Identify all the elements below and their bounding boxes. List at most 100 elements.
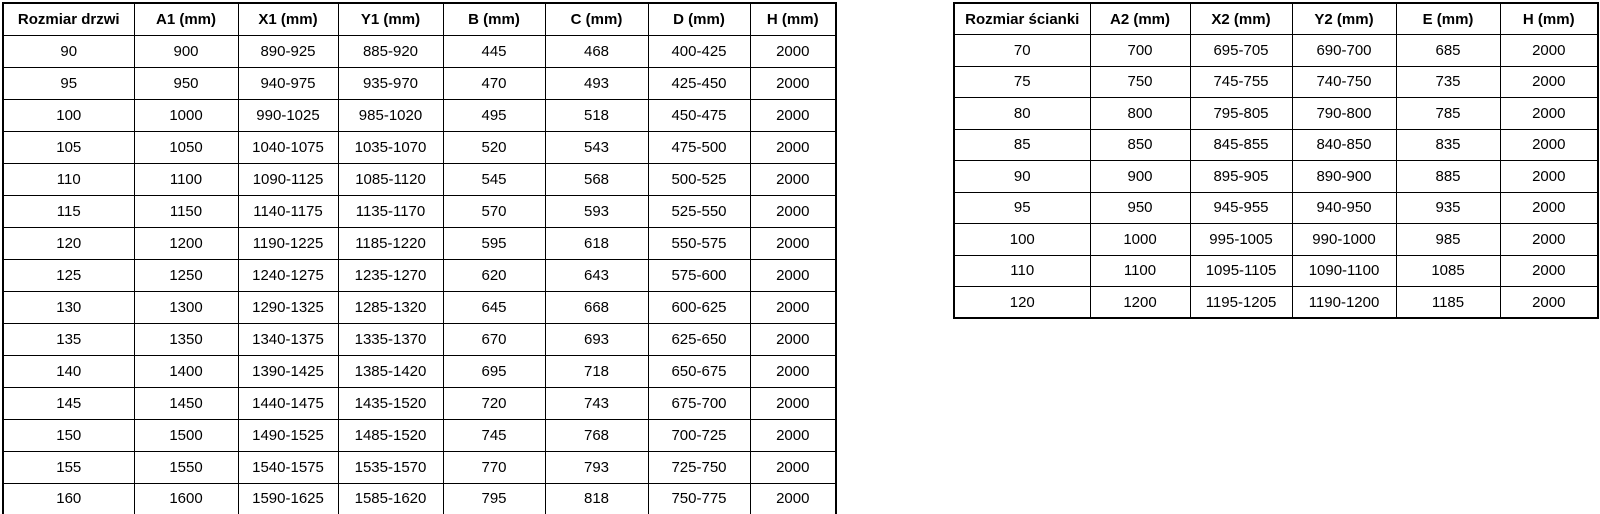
table-cell: 125	[2, 258, 135, 292]
table-cell: 2000	[749, 322, 837, 356]
table-cell: 450-475	[647, 98, 751, 132]
table-cell: 95	[953, 191, 1091, 224]
table-row: 145 1450 1440-1475 1435-1520 720 743 675-700 20…	[2, 386, 837, 420]
table-row: 140 1400 1390-1425 1385-1420 695 718 650-675 20…	[2, 354, 837, 388]
table-cell: 2000	[1499, 191, 1599, 224]
table-cell: 2000	[749, 482, 837, 514]
table-header-cell: Rozmiar ścianki	[953, 2, 1091, 35]
table-cell: 750	[1089, 65, 1191, 98]
table-header-row: Rozmiar drzwi A1 (mm) X1 (mm) Y1 (mm) B (mm)…	[2, 2, 837, 36]
table-cell: 85	[953, 128, 1091, 161]
table-cell: 900	[133, 34, 239, 68]
table-cell: 795	[442, 482, 546, 514]
table-cell: 1585-1620	[337, 482, 444, 514]
table-row: 95 950 940-975 935-970 470 493 425-450 2000	[2, 66, 837, 100]
table-cell: 493	[544, 66, 649, 100]
wall-table-body: 70 700 695-705 690-700 685 2000 75 750 745-755 74…	[953, 34, 1599, 319]
table-cell: 1235-1270	[337, 258, 444, 292]
table-row: 85 850 845-855 840-850 835 2000	[953, 128, 1599, 161]
table-header-cell: X2 (mm)	[1189, 2, 1293, 35]
table-cell: 768	[544, 418, 649, 452]
table-cell: 745-755	[1189, 65, 1293, 98]
table-cell: 795-805	[1189, 97, 1293, 130]
table-cell: 2000	[1499, 128, 1599, 161]
table-cell: 1240-1275	[237, 258, 339, 292]
table-row: 120 1200 1195-1205 1190-1200 1185 2000	[953, 286, 1599, 319]
table-cell: 693	[544, 322, 649, 356]
table-cell: 1435-1520	[337, 386, 444, 420]
table-cell: 550-575	[647, 226, 751, 260]
table-cell: 1195-1205	[1189, 286, 1293, 319]
table-row: 80 800 795-805 790-800 785 2000	[953, 97, 1599, 130]
table-cell: 735	[1395, 65, 1501, 98]
table-cell: 495	[442, 98, 546, 132]
table-cell: 895-905	[1189, 160, 1293, 193]
table-row: 90 900 890-925 885-920 445 468 400-425 2000	[2, 34, 837, 68]
table-cell: 2000	[749, 98, 837, 132]
table-cell: 1085-1120	[337, 162, 444, 196]
table-cell: 1185-1220	[337, 226, 444, 260]
table-cell: 1335-1370	[337, 322, 444, 356]
table-cell: 2000	[749, 258, 837, 292]
table-cell: 400-425	[647, 34, 751, 68]
table-cell: 110	[2, 162, 135, 196]
table-header-cell: Y2 (mm)	[1291, 2, 1397, 35]
table-cell: 1150	[133, 194, 239, 228]
table-cell: 2000	[749, 450, 837, 484]
table-cell: 525-550	[647, 194, 751, 228]
table-cell: 1040-1075	[237, 130, 339, 164]
table-cell: 890-900	[1291, 160, 1397, 193]
table-cell: 570	[442, 194, 546, 228]
table-cell: 100	[953, 223, 1091, 256]
table-header-cell: E (mm)	[1395, 2, 1501, 35]
table-cell: 1135-1170	[337, 194, 444, 228]
table-header-cell: Rozmiar drzwi	[2, 2, 135, 36]
table-cell: 145	[2, 386, 135, 420]
table-cell: 1095-1105	[1189, 254, 1293, 287]
table-cell: 720	[442, 386, 546, 420]
table-cell: 1000	[1089, 223, 1191, 256]
table-cell: 643	[544, 258, 649, 292]
table-cell: 700	[1089, 34, 1191, 67]
table-cell: 995-1005	[1189, 223, 1293, 256]
table-cell: 2000	[749, 226, 837, 260]
table-cell: 1600	[133, 482, 239, 514]
table-cell: 695	[442, 354, 546, 388]
table-cell: 1250	[133, 258, 239, 292]
table-cell: 940-950	[1291, 191, 1397, 224]
table-cell: 1290-1325	[237, 290, 339, 324]
table-cell: 2000	[1499, 223, 1599, 256]
table-cell: 935-970	[337, 66, 444, 100]
wall-table-header: Rozmiar ścianki A2 (mm) X2 (mm) Y2 (mm) E (m…	[953, 2, 1599, 35]
table-cell: 695-705	[1189, 34, 1293, 67]
table-row: 125 1250 1240-1275 1235-1270 620 643 575-600 20…	[2, 258, 837, 292]
table-cell: 818	[544, 482, 649, 514]
table-cell: 100	[2, 98, 135, 132]
table-cell: 885-920	[337, 34, 444, 68]
table-header-cell: X1 (mm)	[237, 2, 339, 36]
table-cell: 890-925	[237, 34, 339, 68]
table-cell: 785	[1395, 97, 1501, 130]
table-cell: 468	[544, 34, 649, 68]
table-cell: 1535-1570	[337, 450, 444, 484]
table-cell: 1035-1070	[337, 130, 444, 164]
table-cell: 620	[442, 258, 546, 292]
table-cell: 645	[442, 290, 546, 324]
table-cell: 700-725	[647, 418, 751, 452]
door-table-body: 90 900 890-925 885-920 445 468 400-425 2000 95 95…	[2, 34, 837, 514]
table-cell: 985	[1395, 223, 1501, 256]
table-cell: 95	[2, 66, 135, 100]
table-cell: 1090-1100	[1291, 254, 1397, 287]
table-cell: 1590-1625	[237, 482, 339, 514]
table-cell: 1500	[133, 418, 239, 452]
table-cell: 2000	[1499, 254, 1599, 287]
table-cell: 1300	[133, 290, 239, 324]
table-cell: 593	[544, 194, 649, 228]
table-cell: 1100	[1089, 254, 1191, 287]
table-row: 110 1100 1095-1105 1090-1100 1085 2000	[953, 254, 1599, 287]
table-cell: 135	[2, 322, 135, 356]
table-cell: 1550	[133, 450, 239, 484]
table-cell: 130	[2, 290, 135, 324]
table-cell: 900	[1089, 160, 1191, 193]
